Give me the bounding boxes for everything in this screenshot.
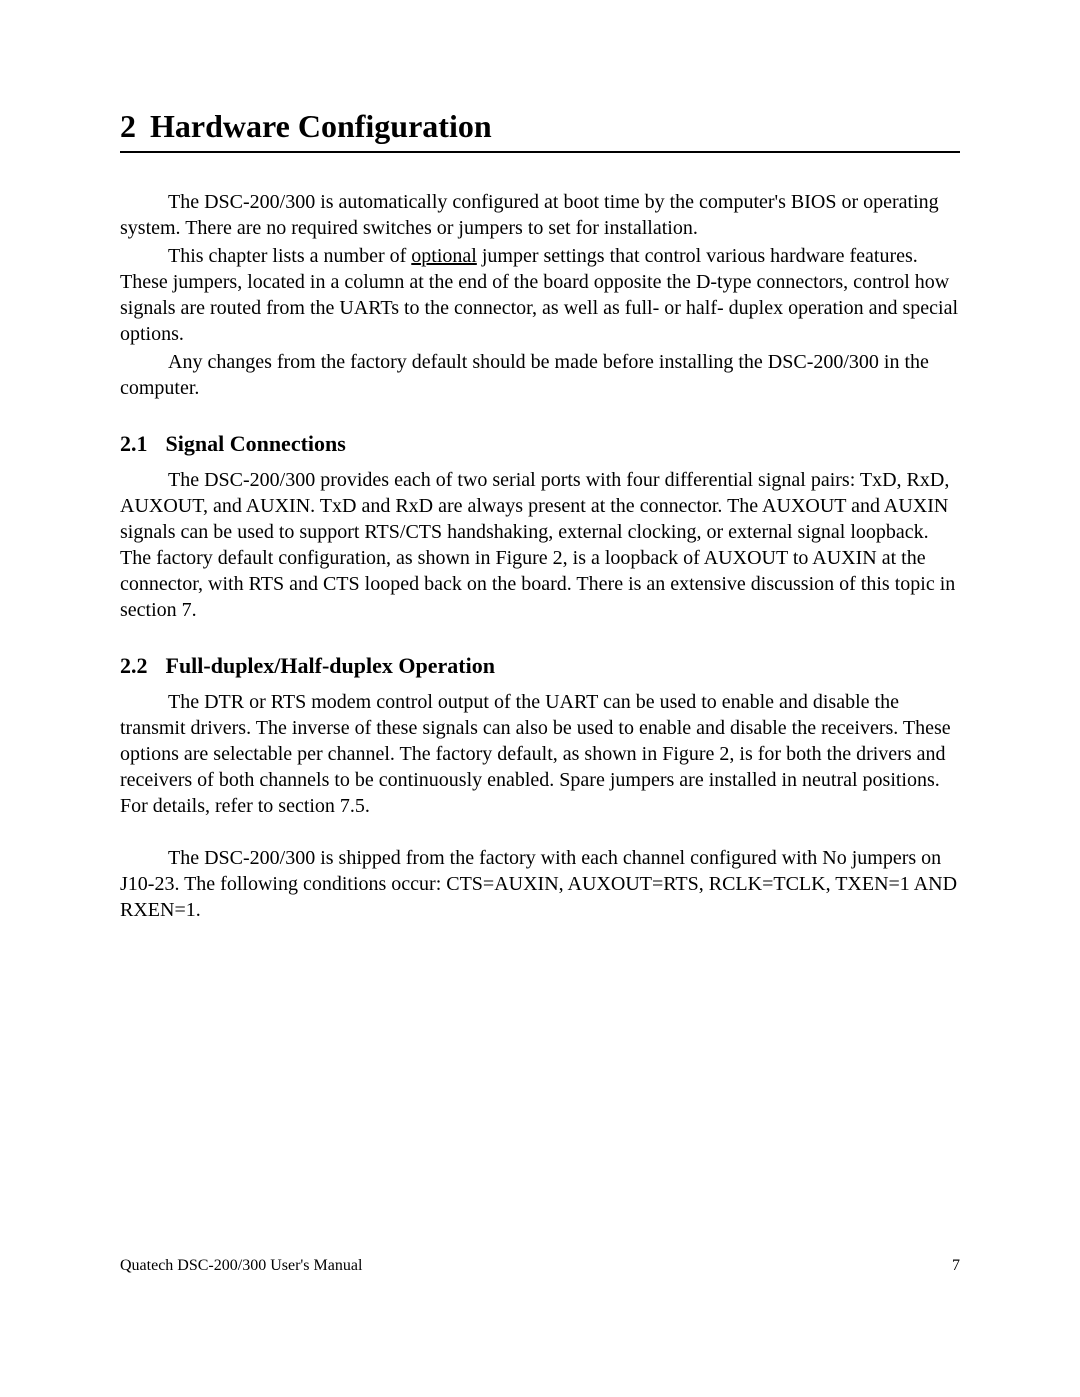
section-2-2: 2.2 Full-duplex/Half-duplex Operation The…	[120, 653, 960, 923]
section-heading-2-1: 2.1 Signal Connections	[120, 431, 960, 457]
section-title: Full-duplex/Half-duplex Operation	[166, 653, 495, 678]
section-title: Signal Connections	[166, 431, 346, 456]
document-page: 2 Hardware Configuration The DSC-200/300 …	[0, 0, 1080, 923]
chapter-heading: 2 Hardware Configuration	[120, 108, 960, 153]
footer-left: Quatech DSC-200/300 User's Manual	[120, 1257, 362, 1275]
section-2-1: 2.1 Signal Connections The DSC-200/300 pr…	[120, 431, 960, 623]
chapter-number: 2	[120, 108, 136, 145]
section-2-2-paragraph-1: The DTR or RTS modem control output of t…	[120, 689, 960, 819]
section-2-1-paragraph-1: The DSC-200/300 provides each of two ser…	[120, 467, 960, 623]
section-heading-2-2: 2.2 Full-duplex/Half-duplex Operation	[120, 653, 960, 679]
page-footer: Quatech DSC-200/300 User's Manual 7	[120, 1257, 960, 1275]
intro-paragraph-2: This chapter lists a number of optional …	[120, 243, 960, 347]
chapter-title: Hardware Configuration	[150, 108, 492, 144]
section-number: 2.1	[120, 431, 148, 457]
intro-p2-pre: This chapter lists a number of	[168, 245, 411, 267]
footer-page-number: 7	[952, 1257, 960, 1275]
intro-paragraph-1: The DSC-200/300 is automatically configu…	[120, 189, 960, 241]
intro-p2-underlined: optional	[411, 245, 477, 267]
spacer	[120, 159, 960, 189]
intro-paragraph-3: Any changes from the factory default sho…	[120, 349, 960, 401]
spacer	[120, 819, 960, 845]
section-number: 2.2	[120, 653, 148, 679]
section-2-2-paragraph-2: The DSC-200/300 is shipped from the fact…	[120, 845, 960, 923]
